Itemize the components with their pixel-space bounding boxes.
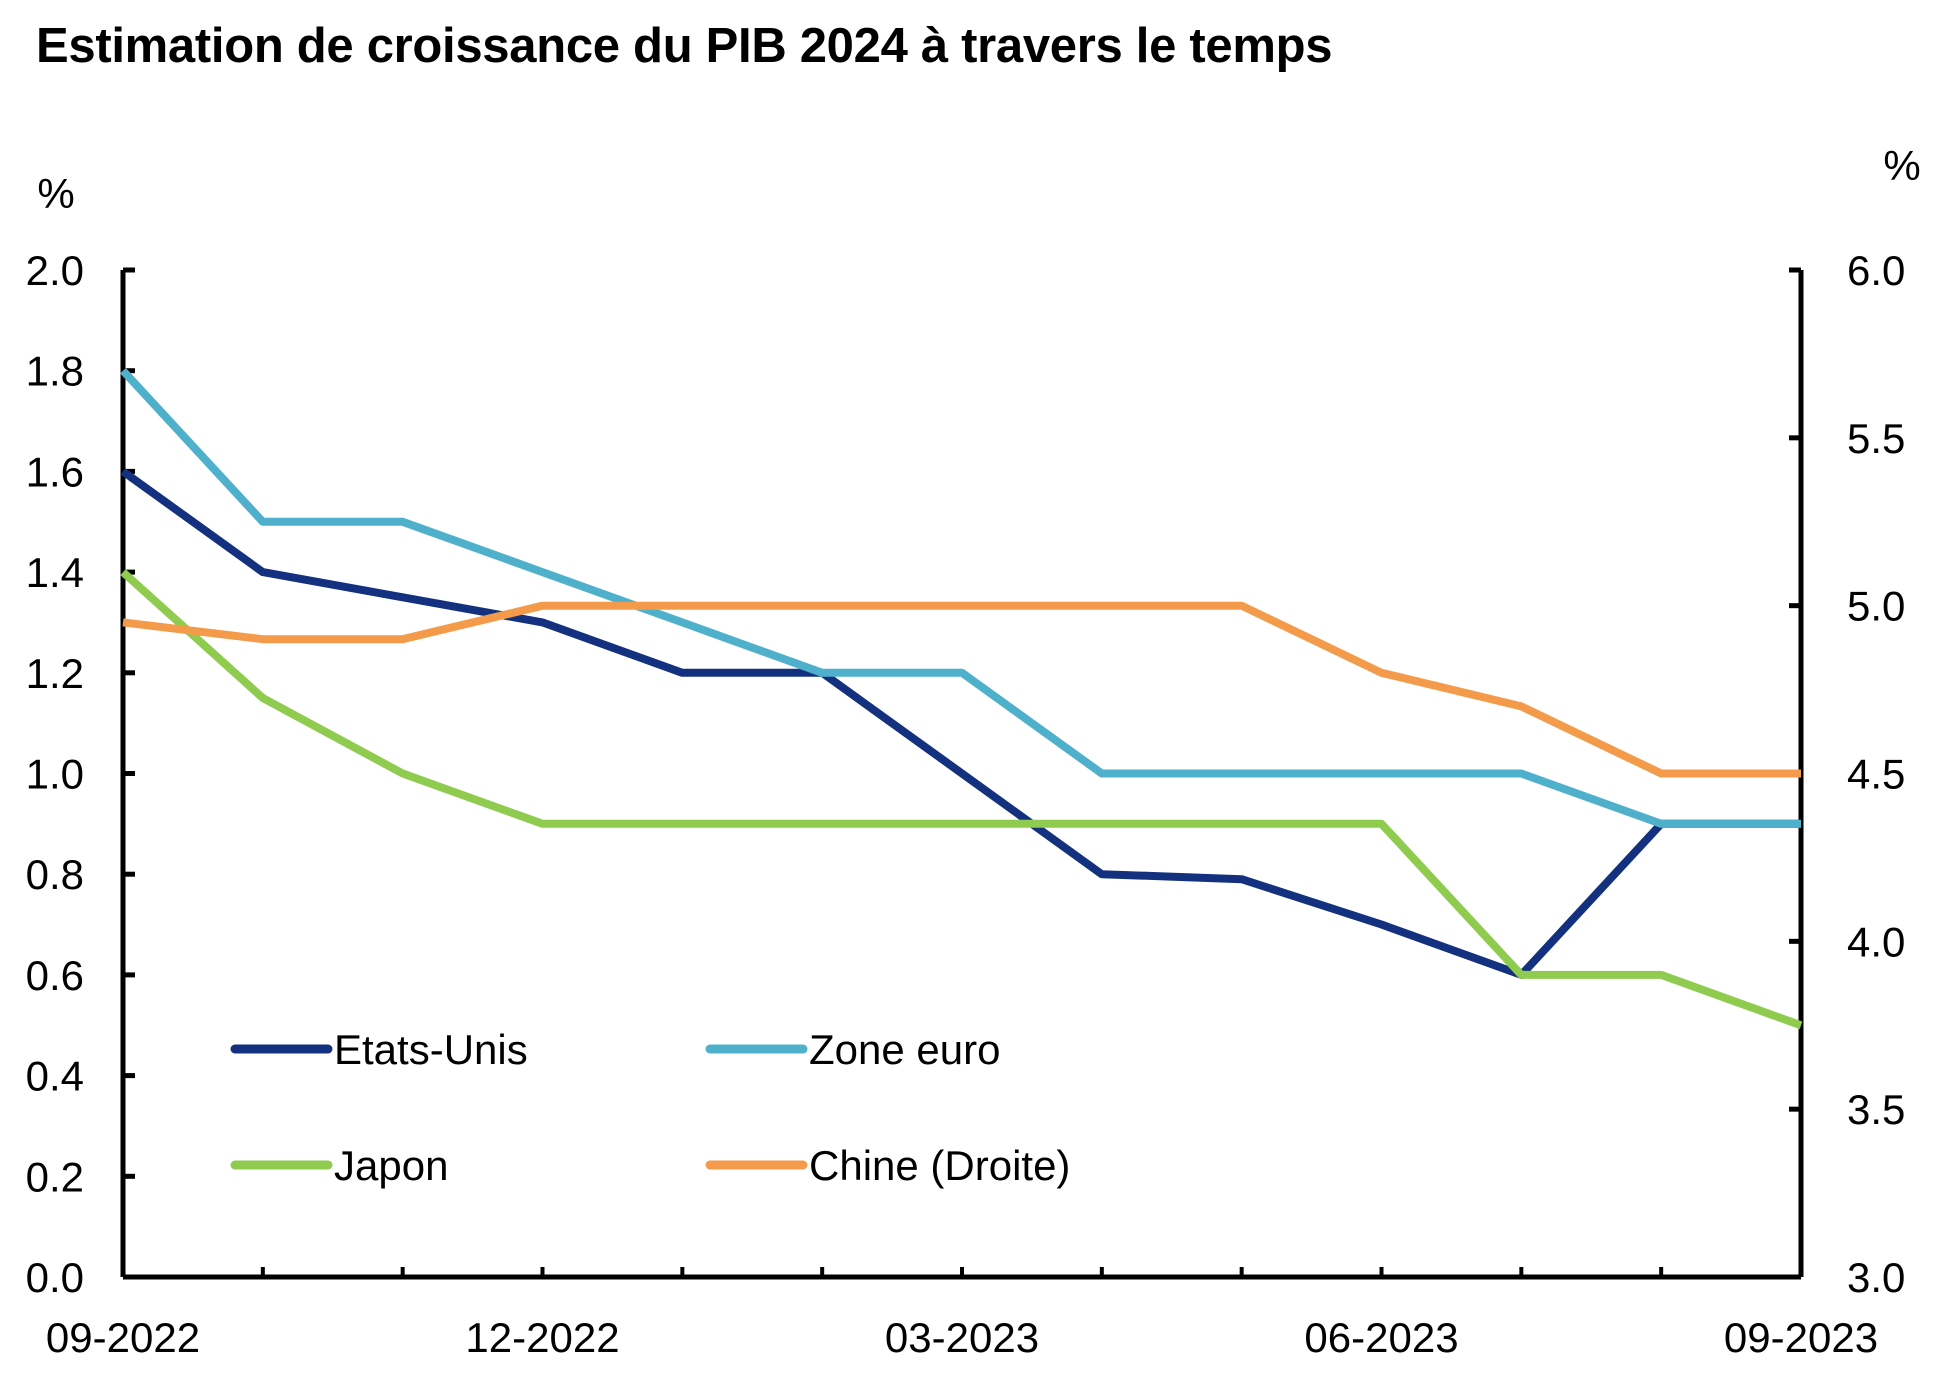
left-axis-tick-label: 0.6 [26, 952, 84, 999]
right-axis-tick-label: 5.0 [1847, 583, 1905, 630]
x-axis-tick-label: 09-2023 [1724, 1314, 1878, 1361]
series-line-zone-euro [120, 367, 1801, 828]
left-axis-tick-label: 1.4 [26, 549, 84, 596]
x-axis-tick-label: 12-2022 [465, 1314, 619, 1361]
left-axis-tick-label: 1.6 [26, 448, 84, 495]
right-axis-unit: % [1883, 142, 1920, 189]
chart-title: Estimation de croissance du PIB 2024 à t… [36, 19, 1333, 73]
x-axis-tick-label: 09-2022 [46, 1314, 200, 1361]
left-axis-tick-label: 0.8 [26, 851, 84, 898]
left-axis-unit: % [37, 170, 74, 217]
left-axis-tick-label: 1.8 [26, 348, 84, 395]
legend-label-etats-unis: Etats-Unis [334, 1026, 528, 1073]
left-axis-tick-label: 0.0 [26, 1254, 84, 1301]
legend: Etats-Unis Zone euro Japon Chine (Droite) [230, 1026, 1070, 1189]
axes: 0.0 0.2 0.4 0.6 0.8 1.0 1.2 1.4 1.6 1.8 2.0 3.0 3.5 4… [26, 247, 1906, 1361]
legend-label-zone-euro: Zone euro [809, 1026, 1000, 1073]
right-axis-tick-label: 4.5 [1847, 751, 1905, 798]
series-line-japon [120, 569, 1803, 1030]
x-axis-tick-label: 06-2023 [1304, 1314, 1458, 1361]
left-axis-tick-label: 1.2 [26, 650, 84, 697]
legend-label-chine-droite: Chine (Droite) [809, 1142, 1070, 1189]
series-lines [120, 367, 1803, 1030]
right-axis-tick-label: 3.0 [1847, 1254, 1905, 1301]
right-axis-tick-label: 4.0 [1847, 918, 1905, 965]
right-axis-tick-label: 3.5 [1847, 1086, 1905, 1133]
series-line-chine-droite [122, 601, 1801, 778]
right-axis-tick-label: 6.0 [1847, 247, 1905, 294]
left-axis-tick-label: 1.0 [26, 751, 84, 798]
legend-label-japon: Japon [334, 1142, 448, 1189]
x-axis-tick-label: 03-2023 [885, 1314, 1039, 1361]
left-axis-tick-label: 0.4 [26, 1053, 84, 1100]
left-axis-tick-label: 2.0 [26, 247, 84, 294]
left-axis-tick-label: 0.2 [26, 1153, 84, 1200]
right-axis-tick-label: 5.5 [1847, 415, 1905, 462]
